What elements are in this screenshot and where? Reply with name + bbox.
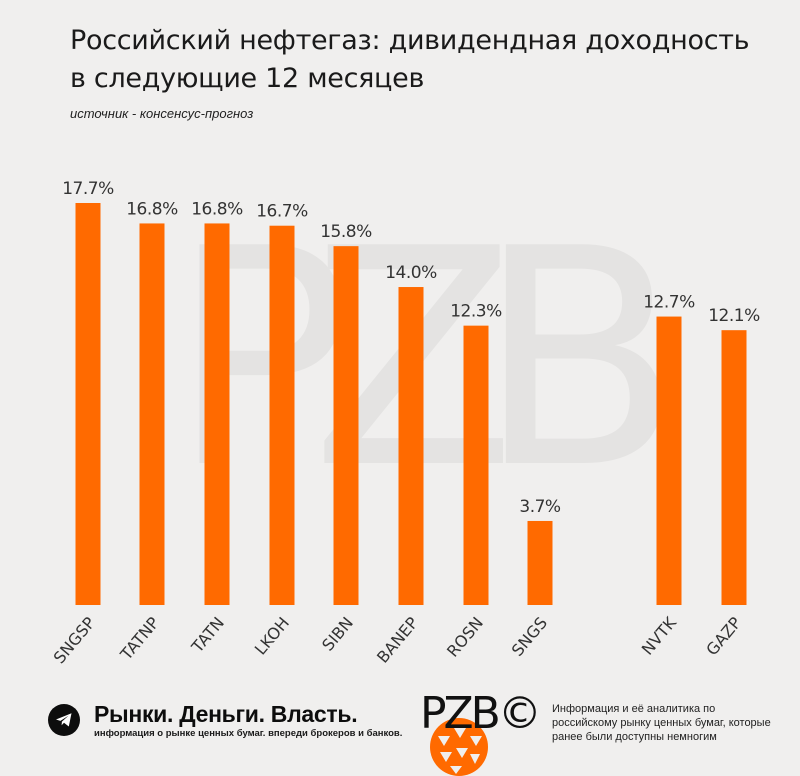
bar-lkoh — [269, 225, 295, 606]
bar-nvtk — [656, 316, 682, 605]
data-label: 14.0% — [385, 263, 437, 283]
x-tick-label: NVTK — [638, 613, 681, 659]
data-label: 16.8% — [191, 199, 243, 219]
bar-sngsp — [75, 203, 101, 605]
x-tick-label: ROSN — [443, 613, 487, 660]
bar-tatn — [204, 223, 230, 605]
bar-sibn — [333, 246, 359, 606]
data-label: 15.8% — [320, 222, 372, 242]
telegram-icon[interactable] — [48, 704, 80, 736]
logo-pattern-icon — [430, 718, 488, 776]
bar-chart: 17.7% SNGSP 16.8% TATNP 16.8% TATN 16.7% LKOH 15… — [50, 179, 761, 667]
chart-source: источник - консенсус-прогноз — [70, 106, 254, 121]
chart-title: Российский нефтегаз: дивидендная доходно… — [70, 25, 750, 94]
x-tick-label: BANEP — [373, 613, 422, 667]
data-label: 12.3% — [450, 302, 502, 322]
bar-tatnp — [139, 223, 165, 605]
brand-tagline: информация о рынке ценных бумаг. впереди… — [94, 728, 403, 739]
x-tick-label: SIBN — [318, 613, 357, 654]
logo-text: PZB© — [420, 688, 542, 739]
data-label: 17.7% — [62, 179, 114, 199]
x-tick-label: LKOH — [251, 613, 293, 658]
watermark: PZB — [170, 185, 682, 534]
data-label: 16.8% — [126, 199, 178, 219]
x-tick-label: TATN — [187, 613, 228, 657]
brand-name: Рынки. Деньги. Власть. — [94, 701, 358, 727]
data-label: 12.7% — [643, 293, 695, 313]
footer-description: Информация и её аналитика по российскому… — [552, 703, 771, 743]
data-label: 16.7% — [256, 202, 308, 222]
bar-gazp — [721, 330, 747, 605]
x-tick-label: GAZP — [702, 613, 745, 659]
x-tick-label: SNGSP — [50, 613, 100, 667]
data-label: 3.7% — [519, 497, 561, 517]
x-tick-label: SNGS — [508, 613, 551, 659]
bar-banep — [398, 287, 424, 605]
bar-sngs — [527, 520, 553, 605]
data-label: 12.1% — [708, 306, 760, 326]
bar-rosn — [463, 325, 489, 605]
x-tick-label: TATNP — [116, 613, 163, 664]
